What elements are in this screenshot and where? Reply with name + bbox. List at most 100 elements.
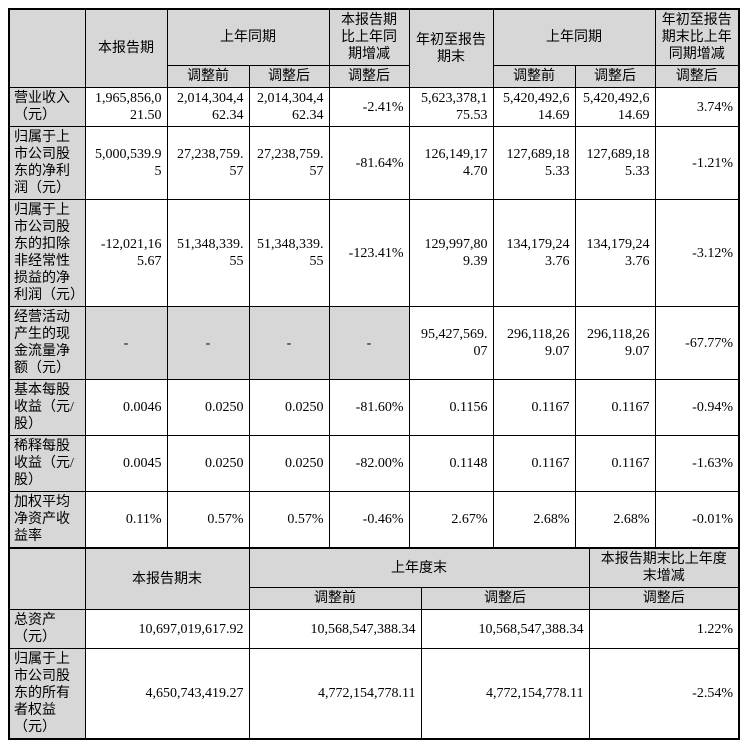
value-cell: 0.0045 — [84, 435, 168, 492]
corner-cell — [8, 547, 86, 610]
value-cell: -82.00% — [328, 435, 410, 492]
value-cell: -0.94% — [654, 379, 740, 436]
value-cell: 4,772,154,778.11 — [420, 648, 590, 740]
table-row: 基本每股收益（元/股） 0.0046 0.0250 0.0250 -81.60% 0.11… — [8, 379, 740, 436]
value-cell: 95,427,569.07 — [408, 306, 494, 380]
value-cell: 3.74% — [654, 87, 740, 127]
value-cell: -2.41% — [328, 87, 410, 127]
value-cell: 0.1167 — [574, 435, 656, 492]
value-cell: 27,238,759.57 — [248, 126, 330, 200]
table-row: 经营活动产生的现金流量净额（元） - - - -95,427,569.07 296,118… — [8, 306, 740, 380]
subheader-adjust-after: 调整后 — [588, 587, 740, 610]
value-cell: 0.0250 — [248, 435, 330, 492]
value-cell: 126,149,174.70 — [408, 126, 494, 200]
value-cell: 296,118,269.07 — [574, 306, 656, 380]
value-cell: 296,118,269.07 — [492, 306, 576, 380]
value-cell: 5,623,378,175.53 — [408, 87, 494, 127]
value-cell: 10,697,019,617.92 — [84, 609, 250, 649]
header-row-main: 本报告期 上年同期 本报告期比上年同期增减 年初至报告期末 上年同期 年初至报告… — [8, 8, 740, 88]
subheader-adjust-after: 调整后 — [654, 65, 740, 88]
value-cell: 0.1167 — [492, 435, 576, 492]
value-cell: 5,420,492,614.69 — [492, 87, 576, 127]
value-cell: -81.64% — [328, 126, 410, 200]
value-cell: 127,689,185.33 — [492, 126, 576, 200]
value-cell: - — [166, 306, 250, 380]
value-cell: -0.46% — [328, 491, 410, 549]
table-row: 营业收入（元） 1,965,856,021.50 2,014,304,462.34 2… — [8, 87, 740, 127]
row-label: 营业收入（元） — [8, 87, 86, 127]
value-cell: - — [84, 306, 168, 380]
value-cell: 134,179,243.76 — [574, 199, 656, 307]
value-cell: 0.0250 — [166, 379, 250, 436]
value-cell: 2,014,304,462.34 — [248, 87, 330, 127]
value-cell: 0.1167 — [574, 379, 656, 436]
value-cell: -123.41% — [328, 199, 410, 307]
row-label: 归属于上市公司股东的净利润（元） — [8, 126, 86, 200]
value-cell: -12,021,165.67 — [84, 199, 168, 307]
corner-cell — [8, 8, 86, 88]
value-cell: 4,772,154,778.11 — [248, 648, 422, 740]
column-header-ytd-period-end: 年初至报告期末 — [408, 8, 494, 88]
column-header-current-period-end: 本报告期末 — [84, 547, 250, 610]
value-cell: 2,014,304,462.34 — [166, 87, 250, 127]
value-cell: 0.0046 — [84, 379, 168, 436]
value-cell: 4,650,743,419.27 — [84, 648, 250, 740]
value-cell: -2.54% — [588, 648, 740, 740]
value-cell: 27,238,759.57 — [166, 126, 250, 200]
value-cell: - — [248, 306, 330, 380]
subheader-adjust-before: 调整前 — [248, 587, 422, 610]
value-cell: 134,179,243.76 — [492, 199, 576, 307]
value-cell: -0.01% — [654, 491, 740, 549]
value-cell: 2.68% — [492, 491, 576, 549]
value-cell: 127,689,185.33 — [574, 126, 656, 200]
column-header-ytd-vs-prior-change: 年初至报告期末比上年同期增减 — [654, 8, 740, 66]
column-header-prior-year-end: 上年度末 — [248, 547, 590, 588]
value-cell: 0.57% — [248, 491, 330, 549]
table-row: 归属于上市公司股东的所有者权益（元） 4,650,743,419.27 4,772,… — [8, 648, 740, 740]
value-cell: 0.11% — [84, 491, 168, 549]
subheader-adjust-before: 调整前 — [492, 65, 576, 88]
value-cell: 0.0250 — [248, 379, 330, 436]
value-cell: 0.1167 — [492, 379, 576, 436]
value-cell: -1.63% — [654, 435, 740, 492]
header-row-sub: 调整前 调整后 调整后 调整前 调整后 调整后 — [9, 65, 740, 88]
value-cell: 0.1156 — [408, 379, 494, 436]
key-financials-table: 本报告期 上年同期 本报告期比上年同期增减 年初至报告期末 上年同期 年初至报告… — [8, 8, 740, 549]
table-row: 加权平均净资产收益率 0.11% 0.57% 0.57% -0.46% 2.67% 2.68… — [8, 491, 740, 549]
column-header-current-vs-prior-change: 本报告期比上年同期增减 — [328, 8, 410, 66]
subheader-adjust-after: 调整后 — [574, 65, 656, 88]
balance-table: 本报告期末 上年度末 本报告期末比上年度末增减 调整前 调整后 调整后 总资产（… — [8, 547, 740, 740]
row-label: 经营活动产生的现金流量净额（元） — [8, 306, 86, 380]
value-cell: -3.12% — [654, 199, 740, 307]
value-cell: 2.67% — [408, 491, 494, 549]
row-label: 基本每股收益（元/股） — [8, 379, 86, 436]
value-cell: -67.77% — [654, 306, 740, 380]
table-row: 归属于上市公司股东的扣除非经常性损益的净利润（元） -12,021,165.67 5… — [8, 199, 740, 307]
column-header-current-period: 本报告期 — [84, 8, 168, 88]
column-header-prior-year-same-period-2: 上年同期 — [492, 8, 656, 66]
row-label: 总资产（元） — [8, 609, 86, 649]
value-cell: 5,420,492,614.69 — [574, 87, 656, 127]
header-row-main: 本报告期末 上年度末 本报告期末比上年度末增减 — [8, 547, 740, 610]
column-header-current-vs-prior-year-end-change: 本报告期末比上年度末增减 — [588, 547, 740, 588]
value-cell: 1.22% — [588, 609, 740, 649]
value-cell: 51,348,339.55 — [166, 199, 250, 307]
value-cell: - — [328, 306, 410, 380]
subheader-adjust-after: 调整后 — [420, 587, 590, 610]
table-row: 归属于上市公司股东的净利润（元） 5,000,539.95 27,238,759.5… — [8, 126, 740, 200]
row-label: 稀释每股收益（元/股） — [8, 435, 86, 492]
row-label: 归属于上市公司股东的所有者权益（元） — [8, 648, 86, 740]
value-cell: 0.57% — [166, 491, 250, 549]
row-label: 归属于上市公司股东的扣除非经常性损益的净利润（元） — [8, 199, 86, 307]
value-cell: -1.21% — [654, 126, 740, 200]
subheader-adjust-after: 调整后 — [248, 65, 330, 88]
value-cell: 10,568,547,388.34 — [248, 609, 422, 649]
value-cell: 5,000,539.95 — [84, 126, 168, 200]
value-cell: 10,568,547,388.34 — [420, 609, 590, 649]
value-cell: 0.1148 — [408, 435, 494, 492]
value-cell: 129,997,809.39 — [408, 199, 494, 307]
table-row: 稀释每股收益（元/股） 0.0045 0.0250 0.0250 -82.00% 0.11… — [8, 435, 740, 492]
subheader-adjust-after: 调整后 — [328, 65, 410, 88]
row-label: 加权平均净资产收益率 — [8, 491, 86, 549]
